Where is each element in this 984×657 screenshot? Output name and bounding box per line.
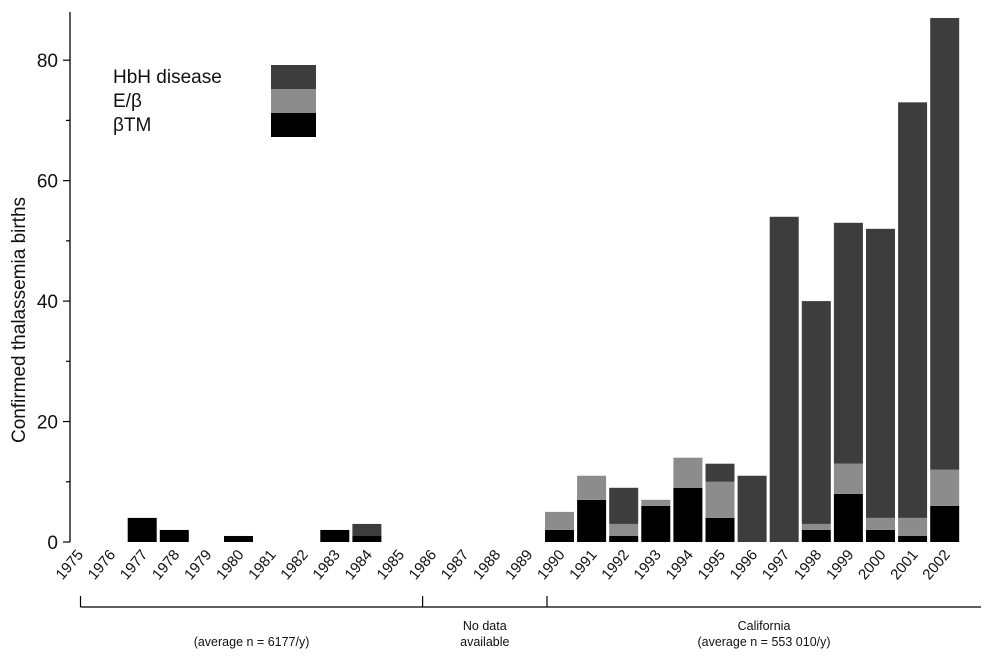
bars	[127, 18, 960, 543]
legend-label: βTM	[113, 115, 151, 136]
x-tick-label: 1976	[85, 547, 119, 583]
x-tick-label: 1989	[502, 547, 536, 583]
period-subtitle: (average n = 6177/y)	[194, 635, 310, 649]
bar-segment	[352, 523, 382, 536]
legend-swatch	[271, 65, 316, 89]
bar-segment	[127, 517, 157, 542]
y-axis-label: Confirmed thalassemia births	[9, 197, 30, 443]
bar-segment	[352, 535, 382, 542]
bar-segment	[866, 228, 895, 518]
x-tick-label: 1991	[566, 547, 600, 583]
y-tick-label: 60	[37, 172, 58, 193]
x-tick-label: 1984	[341, 547, 375, 583]
bar-segment	[673, 457, 703, 488]
y-axis: 0 20 40 60 80	[37, 12, 71, 554]
y-tick-label: 20	[37, 413, 58, 434]
bar-segment	[930, 18, 960, 470]
y-tick-label: 40	[37, 292, 58, 313]
bar-segment	[898, 102, 928, 518]
x-tick-label: 1997	[759, 547, 793, 583]
y-tick-label: 80	[37, 51, 58, 72]
bar-segment	[898, 535, 928, 542]
x-tick-label: 1981	[245, 547, 279, 583]
bar-segment	[930, 469, 960, 506]
bar-segment	[833, 493, 863, 542]
bar-segment	[609, 535, 639, 542]
bar-segment	[801, 529, 831, 542]
x-tick-label: 1983	[309, 547, 343, 583]
bar-segment	[705, 481, 735, 518]
legend-label: E/β	[113, 91, 142, 112]
bar-segment	[769, 216, 799, 543]
bar-segment	[320, 529, 350, 542]
bar-segment	[641, 505, 671, 542]
x-tick-label: 1980	[213, 547, 247, 583]
period-subtitle: available	[460, 635, 509, 649]
bar-segment	[577, 499, 607, 542]
x-tick-label: 1996	[727, 547, 761, 583]
bar-segment	[609, 487, 639, 524]
bar-segment	[833, 463, 863, 494]
x-tick-label: 1978	[149, 547, 183, 583]
bar-segment	[866, 517, 895, 530]
x-tick-label: 1988	[470, 547, 504, 583]
bar-segment	[609, 523, 639, 536]
x-tick-label: 2000	[855, 547, 889, 583]
x-tick-label: 2001	[887, 547, 921, 583]
legend-label: HbH disease	[113, 67, 222, 88]
bar-segment	[545, 529, 574, 542]
period-title: California	[738, 619, 791, 633]
legend-swatch	[271, 113, 316, 137]
x-tick-label: 1995	[695, 547, 729, 583]
bar-segment	[545, 511, 574, 530]
x-tick-label: 1987	[438, 547, 472, 583]
legend: HbH disease E/β βTM	[113, 65, 316, 137]
bar-segment	[641, 499, 671, 506]
bar-segment	[159, 529, 189, 542]
bar-segment	[673, 487, 703, 542]
bar-segment	[705, 517, 735, 542]
x-tick-label: 1979	[181, 547, 215, 583]
bar-segment	[801, 523, 831, 530]
x-tick-label: 1994	[662, 547, 696, 583]
x-tick-label: 1977	[117, 547, 151, 583]
y-tick-label: 0	[47, 533, 58, 554]
x-tick-label: 1999	[823, 547, 857, 583]
bar-segment	[577, 475, 607, 500]
bar-segment	[833, 222, 863, 464]
x-tick-label: 1990	[534, 547, 568, 583]
period-title: No data	[463, 619, 507, 633]
period-brackets: (average n = 6177/y) No data available Cali…	[79, 596, 981, 649]
x-tick-label: 1998	[791, 547, 825, 583]
x-tick-label: 1992	[598, 547, 632, 583]
x-tick-label: 1985	[374, 547, 408, 583]
x-tick-label: 2002	[919, 547, 953, 583]
x-tick-label: 1993	[630, 547, 664, 583]
period-subtitle: (average n = 553 010/y)	[697, 635, 830, 649]
bar-segment	[898, 517, 928, 536]
bar-segment	[737, 475, 767, 542]
bar-segment	[705, 463, 735, 482]
bar-segment	[801, 301, 831, 524]
bar-segment	[866, 529, 895, 542]
bar-segment	[930, 505, 960, 542]
legend-swatch	[271, 89, 316, 113]
x-tick-label: 1986	[406, 547, 440, 583]
x-axis: 1975197619771978197919801981198219831984…	[53, 547, 954, 583]
x-tick-label: 1982	[277, 547, 311, 583]
bar-segment	[224, 535, 253, 542]
